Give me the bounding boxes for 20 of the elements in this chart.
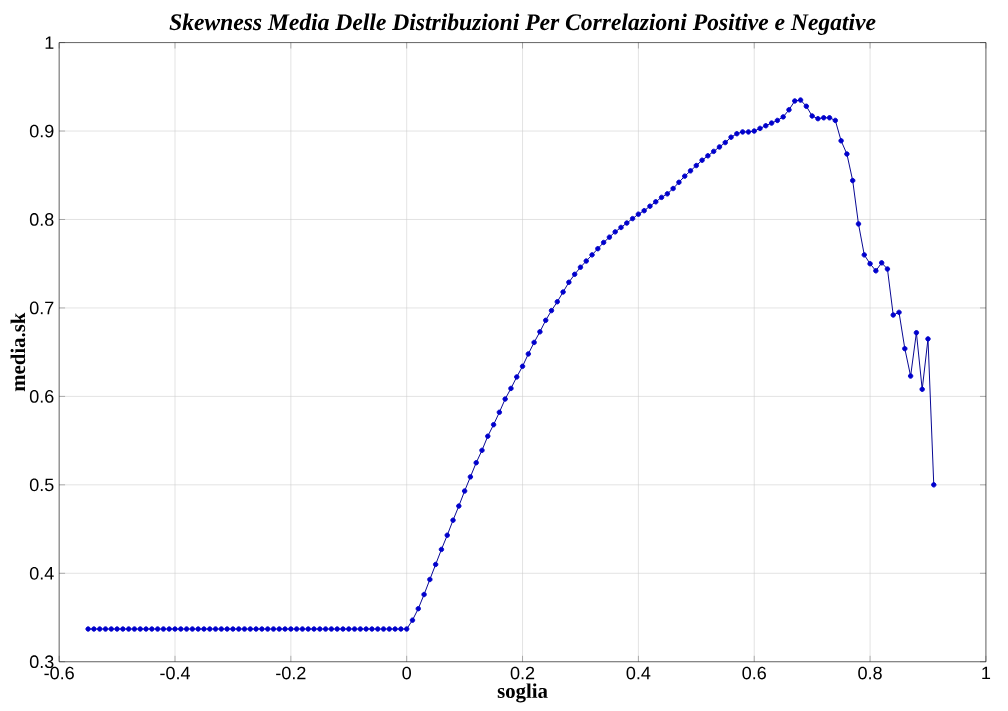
x-tick-label: -0.6 (44, 666, 74, 680)
y-tick-label: 1 (45, 36, 54, 49)
y-tick-label: 0.4 (29, 566, 54, 580)
x-tick-label: 0.6 (742, 666, 766, 680)
x-tick-label: 1 (982, 666, 991, 680)
x-axis-title: soglia (497, 683, 548, 703)
y-axis-title: media.sk (10, 312, 26, 392)
x-tick-label: -0.4 (160, 666, 191, 680)
y-tick-label: 0.7 (29, 301, 54, 315)
y-tick-label: 0.8 (29, 213, 54, 226)
x-tick-label: 0.2 (510, 666, 535, 680)
x-tick-label: 0 (402, 666, 412, 680)
chart-title: Skewness Media Delle Distribuzioni Per Correlazioni Positive e Negative (169, 13, 876, 35)
x-tick-label: 0.8 (858, 666, 882, 680)
x-tick-label: 0.4 (626, 666, 651, 680)
y-tick-label: 0.3 (29, 655, 54, 669)
y-tick-label: 0.6 (29, 389, 54, 403)
y-tick-label: 0.5 (29, 478, 54, 492)
y-tick-label: 0.9 (29, 124, 54, 138)
x-tick-label: -0.2 (276, 666, 306, 680)
